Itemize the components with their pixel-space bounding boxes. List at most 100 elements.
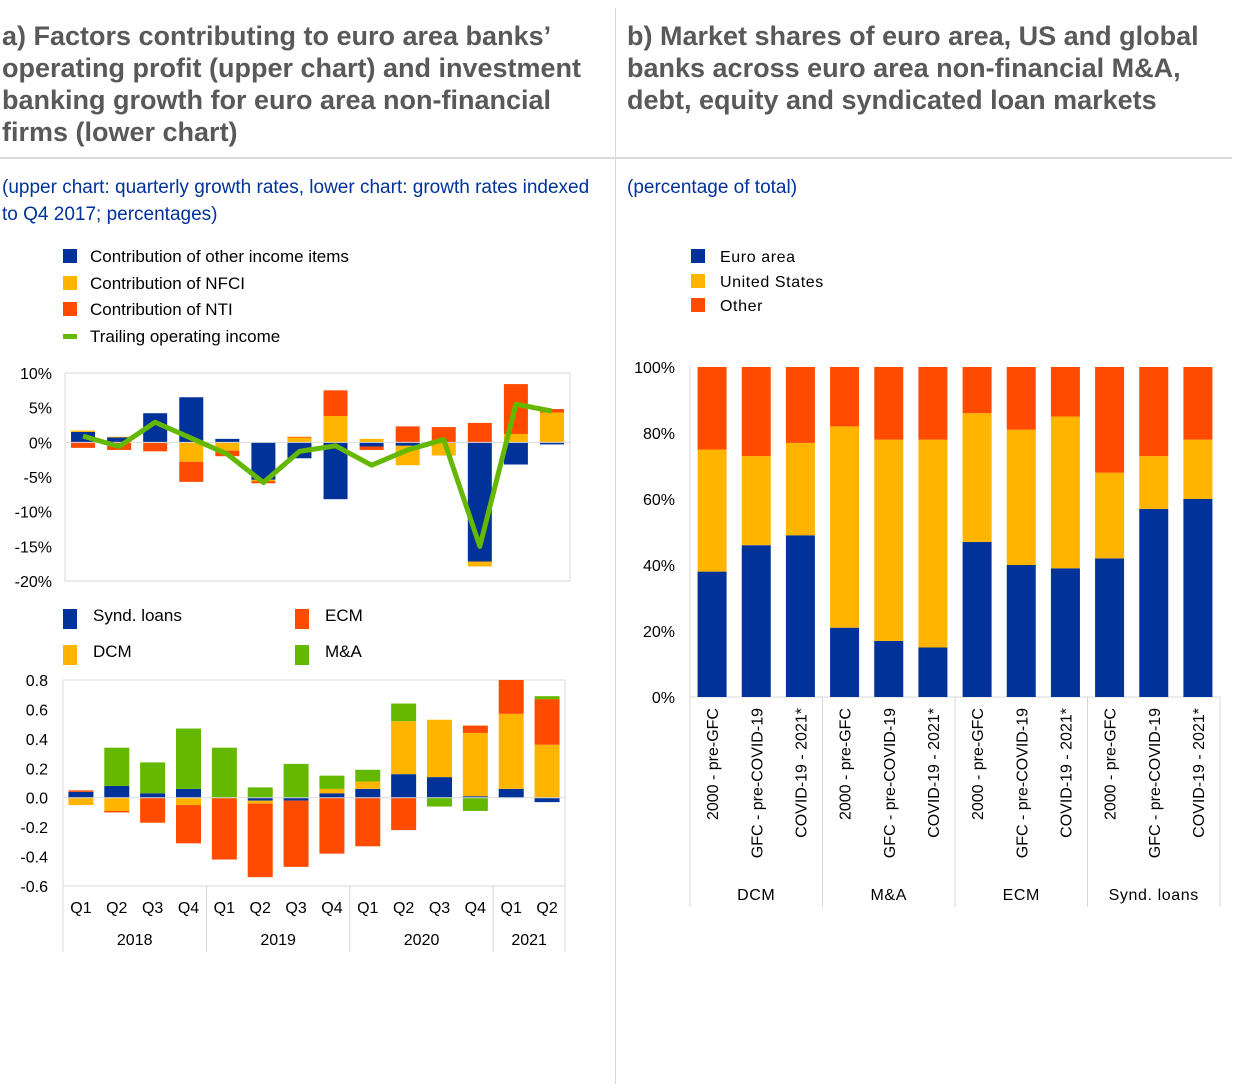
panel-b-group-label: M&A (871, 887, 907, 904)
lower-x-tick-label: Q2 (393, 900, 414, 917)
legend-swatch (691, 298, 705, 312)
upper-bar-contribution-of-nfci (359, 438, 384, 443)
panel-b-x-tick-label: GFC - pre-COVID-19 (882, 708, 899, 858)
legend-label-united-states: United States (720, 274, 824, 291)
lower-x-tick-label: Q1 (214, 900, 235, 917)
lower-group-label: 2021 (511, 932, 547, 949)
panel-b-bar-other (1006, 367, 1036, 430)
lower-bar-synd-loans (140, 793, 166, 798)
panel-b-bar-united-states (785, 442, 815, 536)
panel-b-bar-euro-area (962, 541, 992, 697)
panel-a-title: a) Factors contributing to euro area ban… (2, 21, 582, 147)
panel-b-bar-other (741, 367, 771, 457)
upper-bar-contribution-of-nfci (215, 442, 240, 451)
panel-b-bar-united-states (1006, 429, 1036, 565)
panel-b-y-tick-label: 0% (652, 690, 675, 707)
lower-bar-synd-loans (68, 791, 94, 798)
lower-bar-dcm (534, 744, 560, 798)
panel-b-bar-united-states (918, 439, 948, 648)
lower-bar-synd-loans (283, 797, 309, 801)
lower-bar-m-a (534, 696, 560, 700)
lower-bar-ecm (104, 810, 130, 813)
lower-bar-ecm (462, 725, 488, 733)
panel-divider-horizontal (0, 157, 1232, 159)
lower-plot-area (62, 679, 566, 887)
lower-bar-ecm (140, 797, 166, 823)
panel-b-title: b) Market shares of euro area, US and gl… (627, 21, 1199, 115)
panel-b-bar-united-states (830, 426, 860, 628)
panel-b-y-tick-label: 80% (643, 426, 675, 443)
legend-label-other: Other (720, 298, 763, 315)
upper-bar-contribution-of-nfci (467, 561, 492, 567)
upper-y-tick-label: 0% (29, 435, 52, 452)
panel-b-bar-united-states (1183, 439, 1213, 499)
lower-group-label: 2018 (117, 932, 153, 949)
panel-b-y-tick-label: 20% (643, 624, 675, 641)
lower-bar-m-a (319, 775, 345, 789)
lower-x-tick-label: Q4 (321, 900, 342, 917)
lower-bar-synd-loans (247, 797, 273, 801)
legend-swatch (295, 609, 309, 629)
lower-y-tick-label: -0.2 (20, 820, 48, 837)
panel-b-bar-united-states (741, 456, 771, 546)
lower-bar-m-a (283, 763, 309, 798)
panel-b-x-tick-label: COVID-19 - 2021* (1058, 708, 1075, 838)
lower-bar-dcm (462, 732, 488, 797)
panel-b-bar-other (830, 367, 860, 427)
upper-plot-area (64, 372, 571, 582)
lower-x-tick-label: Q1 (501, 900, 522, 917)
upper-bar-contribution-of-nfci (539, 412, 564, 443)
lower-bar-dcm (355, 781, 381, 789)
upper-bar-contribution-of-nti (71, 442, 96, 448)
panel-b-bar-euro-area (1139, 508, 1169, 697)
upper-bar-contribution-of-other-income-items (395, 442, 420, 446)
panel-b-x-tick-label: 2000 - pre-GFC (838, 708, 855, 820)
legend-swatch (63, 249, 77, 263)
lower-x-tick-label: Q3 (429, 900, 450, 917)
upper-bar-contribution-of-nfci (287, 437, 312, 443)
lower-y-tick-label: 0.6 (26, 702, 48, 719)
lower-y-tick-label: 0.4 (26, 732, 48, 749)
lower-y-tick-label: 0.8 (26, 673, 48, 690)
legend-swatch (295, 645, 309, 665)
lower-bar-dcm (247, 800, 273, 804)
lower-bar-synd-loans (176, 788, 201, 798)
legend-swatch (63, 609, 77, 629)
lower-bar-synd-loans (498, 788, 524, 798)
panel-b-x-tick-label: GFC - pre-COVID-19 (749, 708, 766, 858)
legend-swatch (63, 645, 77, 665)
panel-b-bar-euro-area (1095, 558, 1125, 697)
panel-b-x-tick-label: COVID-19 - 2021* (793, 708, 810, 838)
panel-b-y-tick-label: 100% (634, 360, 675, 377)
lower-x-tick-label: Q2 (106, 900, 127, 917)
panel-b-bar-united-states (874, 439, 904, 641)
upper-bar-contribution-of-other-income-items (503, 442, 528, 465)
legend-label-contribution-of-nfci: Contribution of NFCI (90, 274, 245, 293)
lower-bar-m-a (247, 787, 273, 798)
panel-b-bar-other (874, 367, 904, 440)
lower-bar-ecm (498, 680, 524, 714)
lower-group-label: 2020 (404, 932, 440, 949)
lower-bar-m-a (355, 769, 381, 782)
panel-b-bar-euro-area (1050, 568, 1080, 697)
legend-swatch (691, 249, 705, 263)
panel-b-bar-other (1095, 367, 1125, 473)
lower-bar-m-a (211, 747, 237, 798)
legend-line-swatch (63, 334, 77, 339)
lower-x-tick-label: Q1 (70, 900, 91, 917)
panel-b-bar-other (918, 367, 948, 440)
upper-y-tick-label: -5% (24, 470, 52, 487)
upper-bar-contribution-of-nfci (503, 434, 528, 443)
upper-bar-contribution-of-nti (467, 422, 492, 443)
lower-bar-synd-loans (355, 788, 381, 798)
panel-b-x-tick-label: 2000 - pre-GFC (1103, 708, 1120, 820)
panel-divider-vertical (615, 8, 616, 1084)
legend-label-contribution-of-other-income-items: Contribution of other income items (90, 247, 349, 266)
upper-bar-contribution-of-nfci (107, 436, 132, 438)
upper-y-tick-label: -10% (15, 505, 52, 522)
legend-swatch (691, 274, 705, 288)
panel-b-bar-united-states (962, 413, 992, 542)
upper-y-tick-label: 5% (29, 401, 52, 418)
legend-swatch (63, 302, 77, 316)
upper-y-tick-label: 10% (20, 366, 52, 383)
